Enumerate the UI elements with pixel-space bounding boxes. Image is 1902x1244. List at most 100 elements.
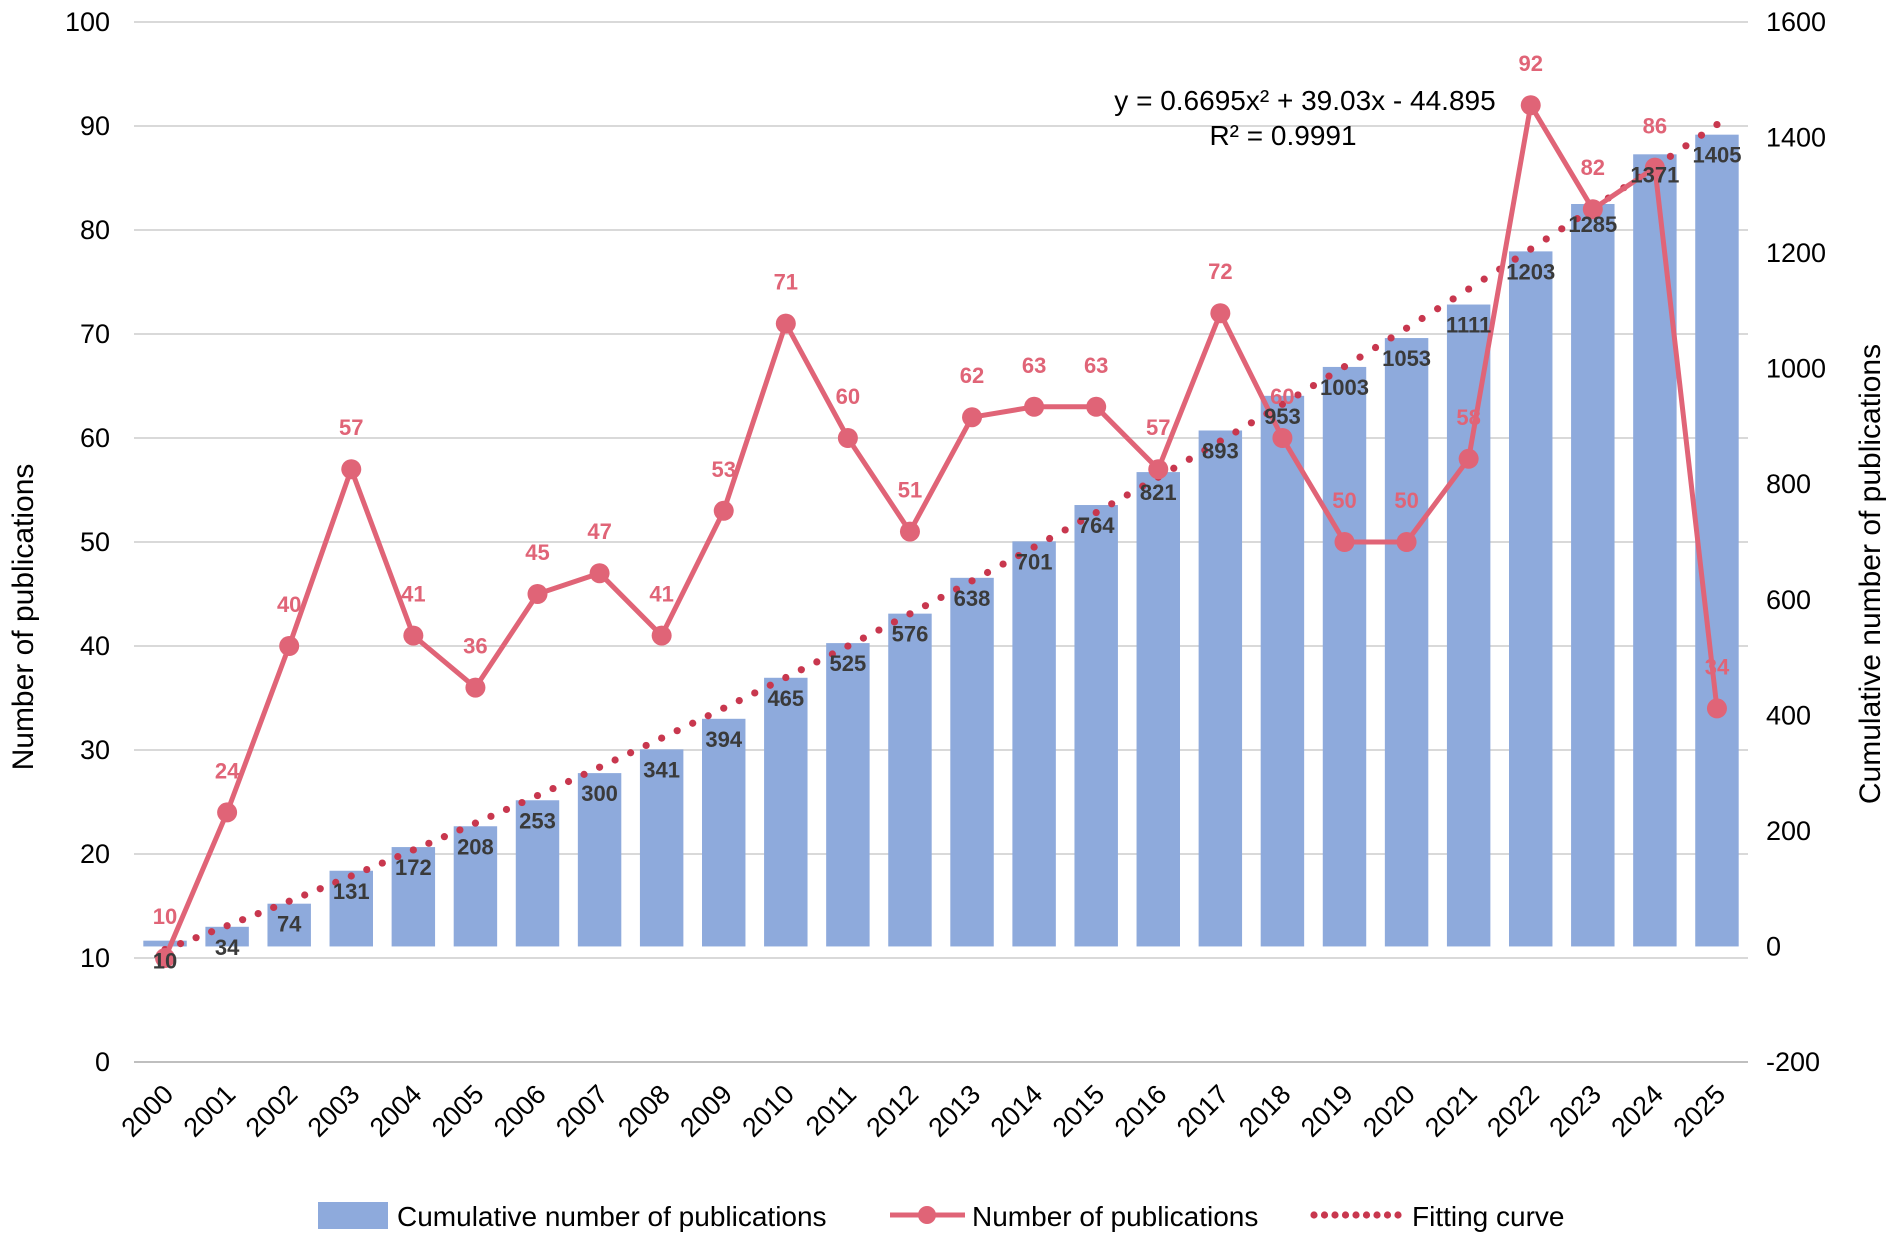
bar [453,826,498,947]
fit-dot [1309,381,1318,390]
bar-series-cumulative [143,134,1739,947]
y-left-tick-label: 20 [80,839,110,869]
fit-dot [1185,455,1193,463]
fit-dot [425,839,433,847]
legend-fit-dot [1383,1211,1392,1219]
line-data-label: 60 [836,384,860,409]
legend-label-fit: Fitting curve [1412,1201,1565,1232]
bar-data-label: 893 [1202,438,1239,463]
line-point [1086,396,1107,417]
fit-dot [564,777,573,786]
fit-dot [890,618,899,626]
fit-dot [1325,372,1333,380]
line-point [1024,396,1045,417]
bar [639,749,684,947]
line-data-label: 50 [1332,488,1356,513]
fit-dot [440,833,448,841]
x-tick-label: 2025 [1668,1079,1732,1143]
fit-dot [316,885,324,893]
fit-dot [1139,482,1147,490]
line-path [162,102,1720,959]
y-left-tick-label: 50 [80,527,110,557]
fit-dot [983,568,992,577]
fit-dot [285,897,293,905]
line-data-label: 63 [1084,353,1108,378]
y-left-tick-label: 90 [80,111,110,141]
fit-dot [1371,343,1380,352]
x-tick-label: 2001 [178,1079,242,1143]
legend-fit-dot [1394,1211,1402,1219]
bar-data-label: 638 [954,586,991,611]
legend-label-line: Number of publications [972,1201,1258,1232]
line-point [1520,95,1541,116]
bar [143,940,187,947]
fit-dot [1077,517,1085,525]
fit-dot [378,859,386,867]
fit-dot [642,741,650,750]
bar-data-label: 74 [277,912,302,937]
line-data-label: 72 [1208,259,1232,284]
fit-dot [301,891,309,899]
bar-data-label: 10 [153,949,177,974]
y-left-tick-label: 0 [95,1047,110,1077]
fit-dot [254,909,262,918]
line-data-label: 41 [401,582,425,607]
bar [1633,154,1677,947]
line-data-label: 51 [898,478,922,503]
fit-dot [502,805,511,814]
fit-dot [720,704,728,712]
bar-data-label: 1371 [1630,162,1679,187]
fit-dot [533,791,542,800]
fit-dot [813,658,821,666]
bar-data-label: 208 [457,834,494,859]
x-tick-label: 2011 [800,1079,862,1141]
y-axis-right-title: Cumulative number of publications [1854,344,1887,804]
fit-dot [595,763,604,771]
y-left-tick-label: 100 [65,7,110,37]
bar-data-label: 525 [830,651,867,676]
fit-dot [1666,152,1675,160]
line-point [1272,428,1293,448]
line-data-label: 47 [587,519,611,544]
bar [1446,304,1491,947]
x-tick-label: 2009 [674,1079,738,1143]
fit-dot [487,812,495,820]
fit-dot [1480,275,1488,283]
x-tick-label: 2010 [736,1079,800,1143]
x-tick-label: 2007 [550,1079,614,1143]
line-data-label: 45 [525,540,549,565]
bar [702,718,746,947]
fit-dot [735,696,743,705]
fit-dot [1294,391,1302,399]
line-point [217,802,238,823]
fit-dot [518,798,526,807]
y-right-tick-label: -200 [1766,1047,1820,1077]
fit-dot [1201,446,1209,454]
fit-dot [875,626,883,634]
line-point [341,459,362,480]
fit-r-squared: R² = 0.9991 [1209,120,1356,151]
bar [1322,366,1367,947]
bar [1509,251,1553,947]
line-point [1582,199,1603,220]
fit-dot [999,560,1007,568]
line-point [1148,459,1169,480]
bar [1136,472,1180,947]
line-data-label: 36 [463,634,487,659]
legend: Cumulative number of publications Number… [318,1201,1565,1232]
bar [205,926,249,947]
line-data-label: 57 [1146,415,1170,440]
bar-data-label: 1285 [1568,212,1617,237]
y-left-tick-label: 70 [80,319,110,349]
x-tick-label: 2006 [488,1079,552,1143]
legend-swatch-line-marker [918,1206,936,1224]
y-left-tick-label: 80 [80,215,110,245]
line-point [1644,157,1665,178]
fit-dot [673,727,681,735]
line-data-label: 82 [1581,155,1605,180]
fit-equation: y = 0.6695x² + 39.03x - 44.895 [1114,85,1495,116]
fit-dot [658,734,666,742]
fit-dot [1247,419,1255,427]
x-tick-label: 2024 [1605,1079,1669,1143]
fit-dot [1014,552,1023,560]
